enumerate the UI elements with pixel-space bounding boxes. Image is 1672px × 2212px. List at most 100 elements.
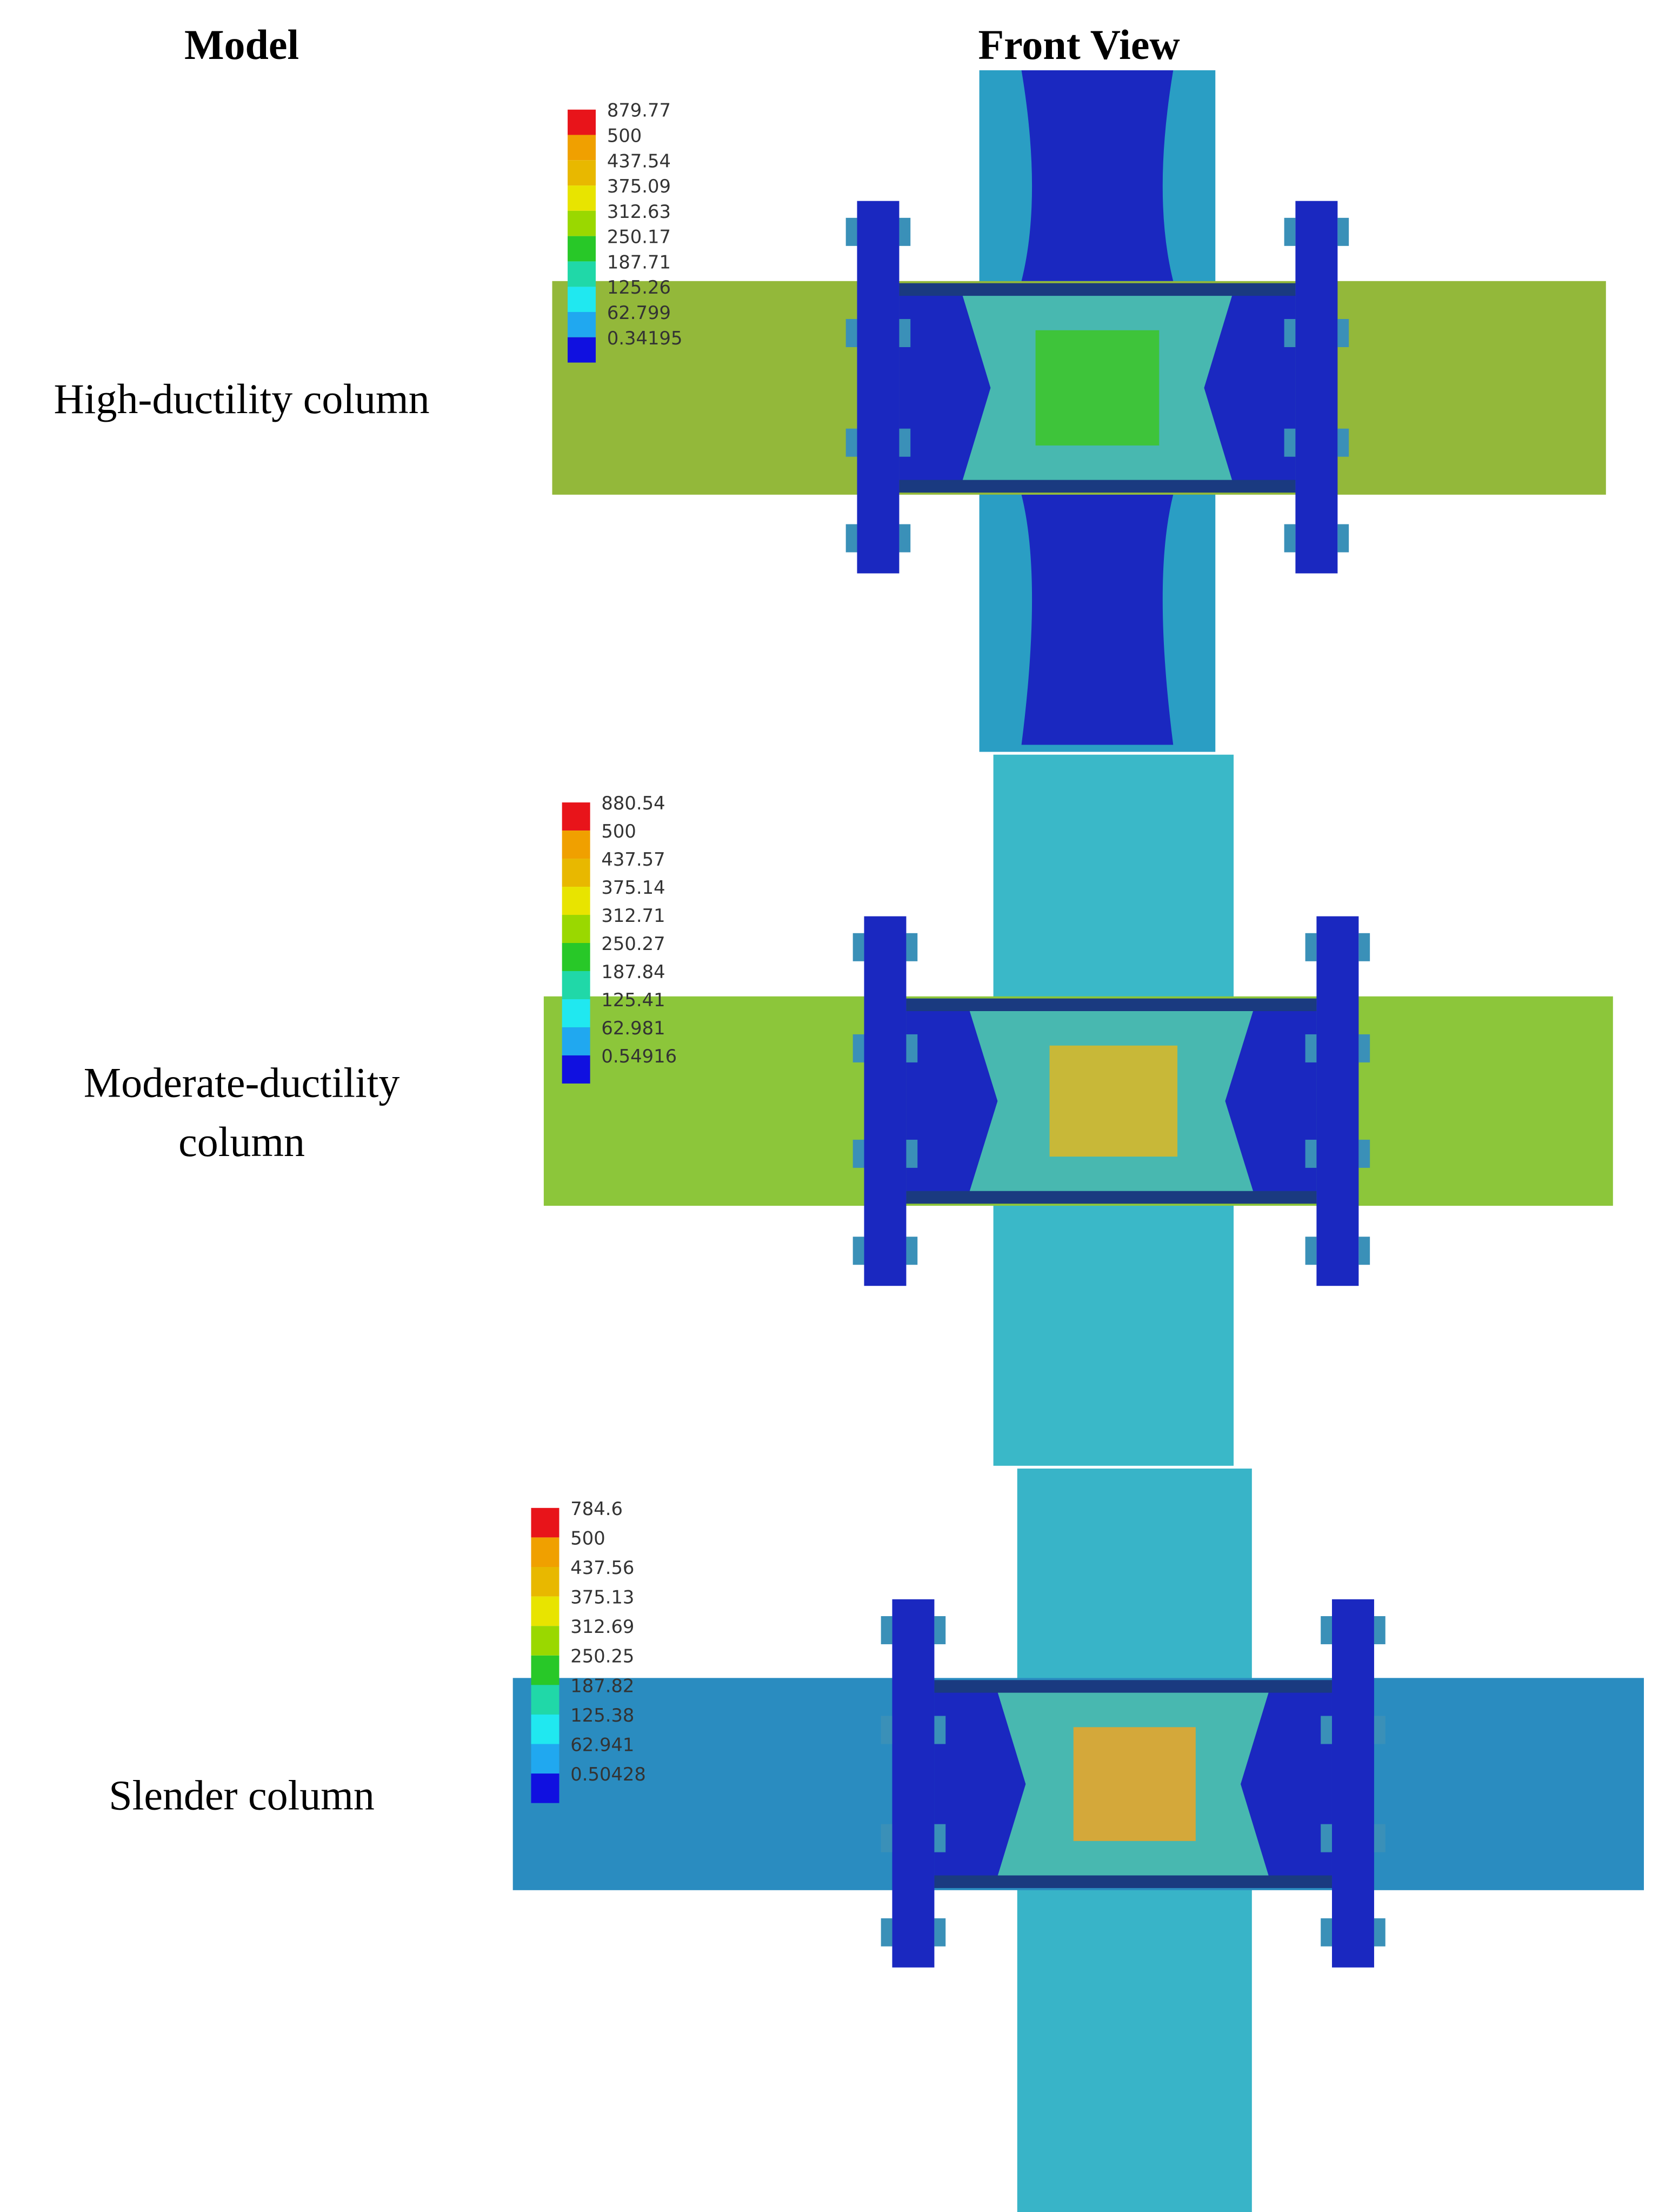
legend-swatch	[531, 1567, 559, 1597]
bolt	[1305, 1139, 1317, 1168]
legend-swatch	[531, 1685, 559, 1715]
stress-zone	[1021, 494, 1174, 745]
legend-swatch	[568, 312, 596, 337]
end-plate	[1331, 1599, 1374, 1968]
bolt	[845, 318, 857, 347]
end-plate	[1316, 916, 1359, 1286]
legend-swatch	[568, 109, 596, 135]
end-plate	[892, 1599, 935, 1968]
bolt	[1374, 1824, 1385, 1852]
column-header: Model	[184, 22, 299, 68]
end-plate	[864, 916, 907, 1286]
legend-swatch	[531, 1744, 559, 1774]
haunch	[906, 1010, 998, 1192]
legend-value: 187.84	[601, 961, 665, 982]
legend-swatch	[531, 1773, 559, 1803]
bolt	[852, 1139, 864, 1168]
bolt	[881, 1824, 892, 1852]
bolt	[1358, 1237, 1370, 1265]
bolt	[899, 217, 911, 246]
legend-value: 250.27	[601, 933, 665, 954]
model-label: Moderate-ductility	[84, 1060, 400, 1106]
legend-swatch	[531, 1655, 559, 1685]
legend-value: 62.799	[607, 302, 671, 323]
end-plate	[1295, 201, 1338, 574]
bolt	[1284, 217, 1296, 246]
legend-swatch	[531, 1507, 559, 1538]
legend-value: 125.41	[601, 989, 665, 1011]
bolt	[1321, 1716, 1332, 1744]
bolt	[881, 1918, 892, 1947]
legend-swatch	[531, 1537, 559, 1567]
legend-value: 250.25	[570, 1646, 634, 1667]
legend-swatch	[562, 859, 590, 887]
legend-swatch	[568, 135, 596, 161]
bolt	[1337, 217, 1349, 246]
bolt	[1374, 1616, 1385, 1644]
legend-value: 500	[570, 1527, 605, 1549]
bolt	[899, 428, 911, 457]
bolt	[934, 1616, 946, 1644]
haunch	[1241, 1692, 1332, 1876]
legend-value: 375.14	[601, 877, 665, 898]
legend-swatch	[562, 831, 590, 859]
model-label: column	[178, 1119, 305, 1165]
legend-swatch	[531, 1596, 559, 1626]
bolt	[852, 933, 864, 961]
bolt	[1284, 524, 1296, 553]
bolt	[1305, 933, 1317, 961]
bolt	[1321, 1918, 1332, 1947]
haunch	[934, 1692, 1026, 1876]
bolt	[1284, 318, 1296, 347]
bolt	[1374, 1918, 1385, 1947]
bolt	[845, 217, 857, 246]
bolt	[906, 1034, 918, 1062]
legend-swatch	[531, 1714, 559, 1744]
bolt	[899, 524, 911, 553]
legend-value: 784.6	[570, 1498, 623, 1519]
bolt	[852, 1237, 864, 1265]
bolt	[1358, 1139, 1370, 1168]
model-label: Slender column	[109, 1772, 375, 1818]
legend-swatch	[562, 971, 590, 999]
legend-swatch	[568, 160, 596, 186]
column-header: Front View	[978, 22, 1180, 68]
legend-swatch	[568, 185, 596, 211]
haunch	[899, 295, 991, 481]
bolt	[852, 1034, 864, 1062]
stress-zone	[1021, 70, 1174, 281]
legend-swatch	[562, 943, 590, 971]
bolt	[906, 1139, 918, 1168]
bolt	[1337, 428, 1349, 457]
panel-core	[1035, 330, 1160, 446]
bolt	[845, 524, 857, 553]
legend-value: 375.09	[607, 176, 671, 197]
legend-value: 0.50428	[570, 1764, 646, 1785]
legend-value: 187.82	[570, 1675, 634, 1696]
bolt	[1321, 1824, 1332, 1852]
legend-value: 0.34195	[607, 328, 683, 349]
bolt	[1337, 318, 1349, 347]
legend-value: 500	[601, 821, 636, 842]
legend-value: 125.38	[570, 1705, 634, 1726]
bolt	[906, 1237, 918, 1265]
bolt	[845, 428, 857, 457]
legend-swatch	[568, 337, 596, 363]
legend-value: 437.54	[607, 150, 671, 171]
legend-value: 0.54916	[601, 1046, 677, 1067]
bolt	[1337, 524, 1349, 553]
legend-value: 187.71	[607, 251, 671, 273]
legend-value: 125.26	[607, 277, 671, 298]
legend-value: 375.13	[570, 1587, 634, 1608]
panel-core	[1049, 1045, 1178, 1157]
bolt	[934, 1824, 946, 1852]
legend-value: 879.77	[607, 100, 671, 121]
legend-value: 312.71	[601, 905, 665, 926]
bolt	[934, 1918, 946, 1947]
legend-swatch	[562, 1027, 590, 1055]
legend-value: 880.54	[601, 793, 665, 814]
legend-swatch	[568, 210, 596, 236]
bolt	[906, 933, 918, 961]
